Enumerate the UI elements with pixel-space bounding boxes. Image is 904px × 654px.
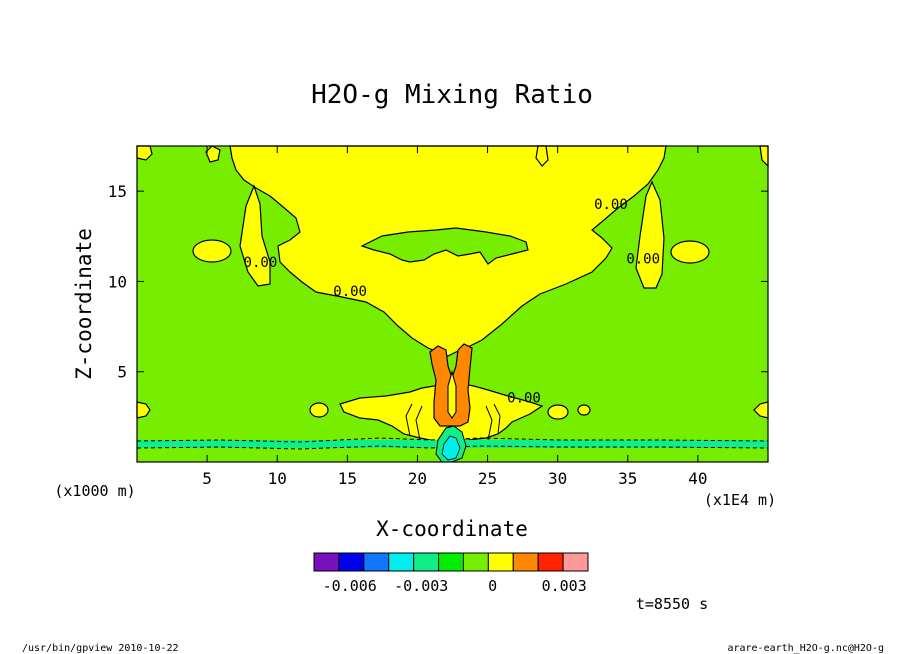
lower-blob-right [547,404,569,420]
contour-label: 0.00 [626,251,660,267]
plot-area: 0.00 0.00 0.00 0.00 0.00 5 10 15 20 25 30 35 40 5 10… [108,145,769,488]
x-tick-label: 35 [618,469,637,488]
colorbar-swatch [363,552,390,572]
top-blob-left [205,145,221,163]
plume-notch [447,369,457,419]
colorbar-swatch [338,552,365,572]
x-tick-label: 5 [202,469,212,488]
right-cell [670,240,710,264]
chart-title: H2O-g Mixing Ratio [311,80,593,110]
x-axis-label: X-coordinate [376,517,528,541]
contour-labels: 0.00 0.00 0.00 0.00 0.00 [244,197,661,406]
x-tick-label: 20 [408,469,427,488]
y-unit-label: (x1000 m) [54,482,135,500]
right-column [635,180,665,289]
y-axis-ticks: 5 10 15 [108,182,768,382]
colorbar-tick-label: 0 [488,577,497,595]
contour-line-plume-left [405,403,423,441]
colorbar-swatch [512,552,539,572]
x-tick-label: 15 [338,469,357,488]
contour-label: 0.00 [594,197,628,213]
contour-line-plume-right [485,403,501,441]
x-tick-label: 10 [268,469,287,488]
x-tick-label: 25 [478,469,497,488]
colorbar-swatch [462,552,489,572]
lower-blob-left [309,402,329,418]
colorbar-swatch [388,552,415,572]
source-annotation: arare-earth_H2O-g.nc@H2O-g [727,643,884,654]
colorbar-tick-label: -0.006 [323,577,377,595]
colorbar-tick-labels: -0.006 -0.003 0 0.003 [323,577,587,595]
y-tick-label: 10 [108,272,127,291]
y-axis-label: Z-coordinate [72,228,96,380]
colorbar-swatch [537,552,564,572]
left-column [239,184,271,287]
contour-label: 0.00 [507,390,541,406]
colorbar-tick-label: -0.003 [394,577,448,595]
contour-label: 0.00 [333,284,367,300]
contour-label: 0.00 [244,255,278,271]
colorbar-swatch [487,552,514,572]
colorbar-swatch [413,552,440,572]
x-axis-ticks: 5 10 15 20 25 30 35 40 [202,146,708,488]
upper-dry-pocket [360,227,529,265]
lower-blob-far-right [577,404,591,416]
y-tick-label: 5 [117,363,127,382]
surface-perturbation-core [441,435,461,461]
colorbar-swatch [438,552,464,572]
colorbar-swatch [313,552,340,572]
colorbar-swatch [562,552,589,572]
x-tick-label: 30 [548,469,567,488]
y-tick-label: 15 [108,182,127,201]
x-unit-label: (x1E4 m) [704,491,776,509]
time-annotation: t=8550 s [636,595,708,613]
colorbar-tick-label: 0.003 [542,577,587,595]
left-cell [192,239,232,263]
x-tick-label: 40 [688,469,707,488]
plot-frame [136,145,769,463]
colorbar [313,552,589,572]
program-annotation: /usr/bin/gpview 2010-10-22 [22,643,179,654]
